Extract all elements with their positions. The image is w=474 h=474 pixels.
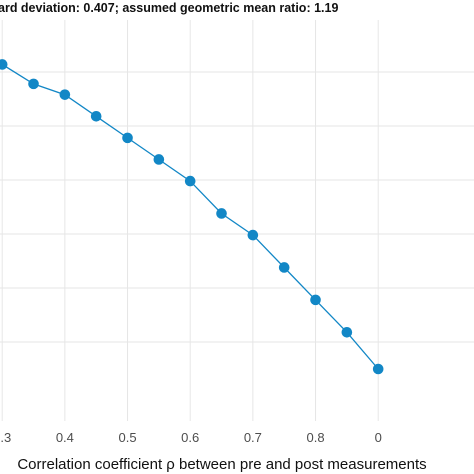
- data-point: [184, 175, 196, 187]
- x-tick-label: 0.7: [244, 430, 262, 445]
- data-point: [341, 326, 353, 338]
- data-point: [28, 78, 39, 90]
- x-tick-label: 0.8: [306, 430, 324, 445]
- x-tick-label: 0.5: [118, 430, 136, 445]
- data-point: [216, 208, 227, 219]
- data-point: [153, 154, 165, 165]
- x-axis-title: Correlation coefficient ρ between pre an…: [17, 456, 426, 473]
- grid: [0, 20, 474, 421]
- chart-subtitle: ard deviation: 0.407; assumed geometric …: [0, 1, 338, 15]
- data-point: [372, 363, 384, 375]
- data-point: [90, 110, 102, 122]
- data-point: [278, 262, 290, 273]
- data-point: [59, 89, 71, 100]
- data-point: [122, 132, 133, 144]
- data-point: [0, 59, 8, 70]
- x-tick-label: 0: [375, 430, 382, 445]
- data-point: [310, 294, 321, 306]
- x-tick-label: 0.4: [56, 430, 74, 445]
- x-tick-label: 0.6: [181, 430, 199, 445]
- x-tick-label: 0.3: [0, 430, 11, 445]
- data-point: [247, 229, 259, 241]
- x-axis-ticks: 0.20.30.40.50.60.70.80: [0, 430, 382, 445]
- series-line: [0, 63, 379, 370]
- data-points: [0, 59, 384, 375]
